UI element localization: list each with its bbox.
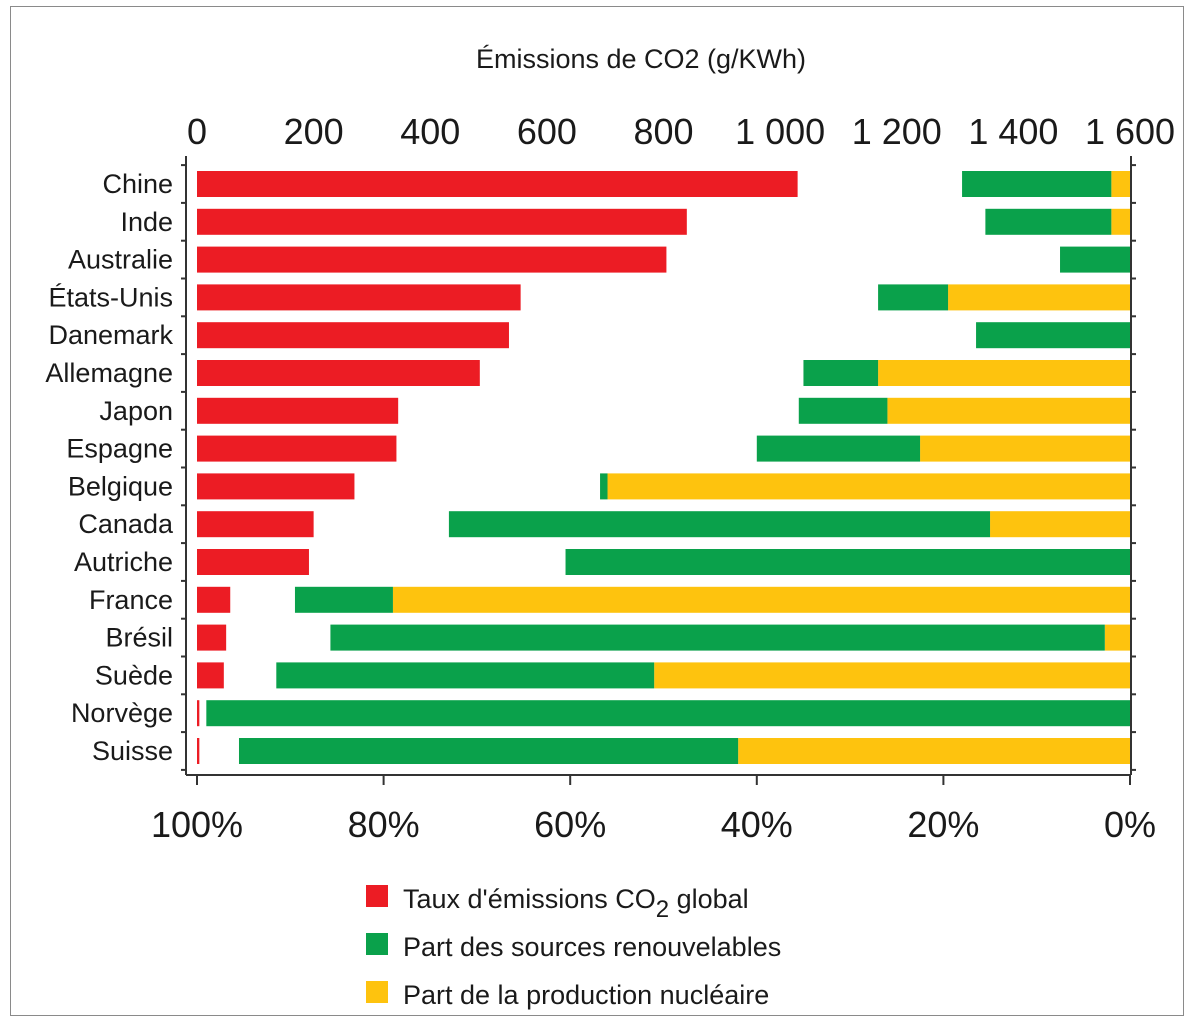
category-label: Japon <box>99 396 173 426</box>
legend-swatch-nuclear <box>366 981 388 1003</box>
top-tick-label: 400 <box>400 111 460 152</box>
category-label: Danemark <box>48 320 173 350</box>
legend-swatch-renewables <box>366 933 388 955</box>
top-tick-label: 200 <box>284 111 344 152</box>
bottom-tick-label: 40% <box>721 804 793 845</box>
bar-co2 <box>197 662 224 689</box>
legend-label-co2: Taux d'émissions CO2 global <box>403 884 749 923</box>
category-labels: Chine Inde Australie États-Unis Danemark Alle… <box>45 169 174 766</box>
top-tick-label: 0 <box>187 111 207 152</box>
bar-nuclear <box>1104 624 1130 651</box>
bar-co2 <box>197 586 231 613</box>
bar-nuclear <box>887 397 1130 424</box>
bar-co2 <box>197 246 667 273</box>
bar-co2 <box>197 171 798 197</box>
top-tick-label: 1 000 <box>735 111 825 152</box>
top-tick-label: 1 200 <box>852 111 942 152</box>
category-label: Norvège <box>71 698 173 728</box>
category-label: Allemagne <box>45 358 173 388</box>
bar-nuclear <box>878 360 1130 386</box>
category-label: Brésil <box>105 623 173 653</box>
legend-label-nuclear: Part de la production nucléaire <box>403 980 769 1010</box>
bar-renewables <box>756 435 921 462</box>
bars <box>197 171 1130 764</box>
bar-renewables <box>962 171 1112 197</box>
bar-nuclear <box>1111 208 1130 235</box>
bottom-tick-label: 80% <box>348 804 420 845</box>
category-label: Belgique <box>68 471 173 501</box>
top-axis-ticks: 0 200 400 600 800 1 000 1 200 1 400 1 600 <box>187 111 1175 152</box>
category-label: Autriche <box>74 547 173 577</box>
category-label: Chine <box>102 169 173 199</box>
axis-notches <box>181 164 1136 771</box>
bar-renewables <box>276 662 655 689</box>
category-label: Canada <box>78 509 174 539</box>
bar-co2 <box>197 473 355 500</box>
bar-renewables <box>448 511 991 538</box>
bar-co2 <box>197 549 309 575</box>
category-label: Suisse <box>92 736 173 766</box>
legend-label-renewables: Part des sources renouvelables <box>403 932 781 962</box>
bar-co2 <box>197 624 227 651</box>
category-label: Inde <box>120 207 173 237</box>
bar-nuclear <box>920 435 1130 462</box>
bar-renewables <box>565 549 1130 575</box>
bottom-tick-label: 0% <box>1104 804 1156 845</box>
category-label: Espagne <box>66 434 173 464</box>
bar-nuclear <box>738 738 1130 764</box>
bar-nuclear <box>1111 171 1130 197</box>
bottom-tick-label: 20% <box>907 804 979 845</box>
bar-co2 <box>197 397 399 424</box>
bar-co2 <box>197 322 509 349</box>
bar-co2 <box>197 700 200 727</box>
top-axis-title: Émissions de CO2 (g/KWh) <box>476 44 806 74</box>
bar-renewables <box>878 284 949 311</box>
bar-nuclear <box>654 662 1130 689</box>
category-label: Australie <box>68 245 173 275</box>
bar-renewables <box>206 700 1130 727</box>
bar-co2 <box>197 738 200 764</box>
bar-co2 <box>197 360 480 386</box>
bar-nuclear <box>948 284 1130 311</box>
bar-renewables <box>1060 246 1130 273</box>
legend-swatch-co2 <box>366 885 388 907</box>
bar-co2 <box>197 208 687 235</box>
bar-nuclear <box>392 586 1130 613</box>
bottom-tick-label: 60% <box>534 804 606 845</box>
bar-co2 <box>197 435 397 462</box>
bar-nuclear <box>990 511 1130 538</box>
bar-co2 <box>197 511 314 538</box>
bar-renewables <box>985 208 1112 235</box>
bar-renewables <box>330 624 1105 651</box>
bar-nuclear <box>607 473 1130 500</box>
top-tick-label: 600 <box>517 111 577 152</box>
legend: Taux d'émissions CO2 global Part des sou… <box>366 884 781 1010</box>
top-tick-label: 1 400 <box>968 111 1058 152</box>
top-tick-label: 1 600 <box>1085 111 1175 152</box>
bar-co2 <box>197 284 521 311</box>
top-tick-label: 800 <box>633 111 693 152</box>
bar-renewables <box>798 397 888 424</box>
bar-renewables <box>238 738 739 764</box>
bottom-axis-ticks: 100% 80% 60% 40% 20% 0% <box>151 775 1156 845</box>
category-label: France <box>89 585 173 615</box>
category-label: États-Unis <box>48 282 173 312</box>
bar-renewables <box>600 473 608 500</box>
category-label: Suède <box>95 660 173 690</box>
bar-renewables <box>294 586 393 613</box>
bar-renewables <box>803 360 879 386</box>
bottom-tick-label: 100% <box>151 804 243 845</box>
bar-renewables <box>976 322 1130 349</box>
